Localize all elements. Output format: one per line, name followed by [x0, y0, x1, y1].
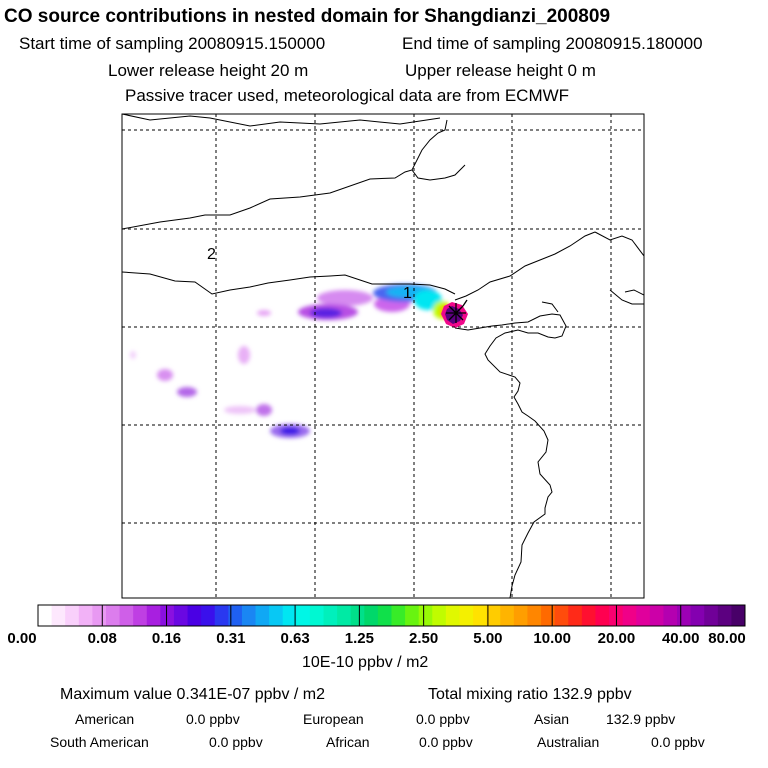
- colorbar-swatch: [105, 605, 121, 626]
- colorbar-tick-label: 10.00: [533, 630, 571, 647]
- colorbar-swatch: [717, 605, 732, 626]
- region-label-2: 2: [207, 246, 216, 263]
- colorbar-swatch: [581, 605, 596, 626]
- tracer-note: Passive tracer used, meteorological data…: [125, 86, 570, 105]
- colorbar-frame: [37, 604, 746, 627]
- colorbar-swatch: [187, 605, 202, 626]
- colorbar-swatch: [636, 605, 651, 626]
- colorbar-tick-label: 0.08: [87, 630, 117, 647]
- end-time-label: End time of sampling 20080915.180000: [402, 34, 703, 53]
- colorbar-swatch: [160, 605, 175, 626]
- colorbar-swatch: [445, 605, 460, 626]
- source-name: Asian: [534, 711, 570, 727]
- colorbar-swatch: [38, 605, 53, 626]
- colorbar-swatch: [527, 605, 542, 626]
- colorbar-swatch: [269, 605, 284, 626]
- colorbar-swatch: [92, 605, 107, 626]
- colorbar-tick-label: 80.00: [708, 630, 746, 647]
- colorbar-swatch: [282, 605, 297, 626]
- total-mixing-ratio: Total mixing ratio 132.9 ppbv: [428, 686, 632, 703]
- colorbar-swatch: [296, 605, 311, 626]
- colorbar-swatch: [568, 605, 583, 626]
- source-name: African: [326, 734, 370, 750]
- colorbar-swatch: [432, 605, 447, 626]
- colorbar-swatch: [337, 605, 352, 626]
- colorbar-swatch: [677, 605, 692, 626]
- source-name: South American: [50, 734, 149, 750]
- colorbar-swatch: [255, 605, 270, 626]
- colorbar-swatch: [649, 605, 664, 626]
- colorbar-swatch: [500, 605, 515, 626]
- colorbar-swatch: [418, 605, 433, 626]
- upper-release-height: Upper release height 0 m: [405, 61, 596, 80]
- source-value: 0.0 ppbv: [209, 734, 263, 750]
- region-label-1: 1: [403, 285, 412, 302]
- map-frame: [121, 113, 645, 599]
- source-value: 0.0 ppbv: [186, 711, 240, 727]
- colorbar-tick-label: 2.50: [409, 630, 439, 647]
- colorbar-tick-label: 0.31: [216, 630, 246, 647]
- colorbar-swatch: [595, 605, 610, 626]
- colorbar-swatch: [364, 605, 379, 626]
- source-name: European: [303, 711, 364, 727]
- source-name: American: [75, 711, 135, 727]
- coastline: [122, 114, 644, 598]
- colorbar-tick-label: 5.00: [473, 630, 503, 647]
- colorbar-swatch: [201, 605, 216, 626]
- colorbar-tick-label: 0.00: [7, 630, 37, 647]
- colorbar-swatch: [241, 605, 257, 626]
- colorbar-swatch: [214, 605, 229, 626]
- colorbar-swatch: [228, 605, 243, 626]
- colorbar-dividers: [101, 605, 682, 626]
- colorbar-swatch: [51, 605, 66, 626]
- colorbar-swatch: [554, 605, 569, 626]
- source-value: 0.0 ppbv: [416, 711, 470, 727]
- colorbar-swatch: [133, 605, 148, 626]
- colorbar-swatch: [173, 605, 189, 626]
- colorbar-tick-label: 1.25: [344, 630, 374, 647]
- station-asterisk-icon: [446, 299, 468, 323]
- colorbar-swatch: [309, 605, 325, 626]
- colorbar-swatch: [459, 605, 474, 626]
- maximum-value: Maximum value 0.341E-07 ppbv / m2: [60, 686, 326, 703]
- colorbar-swatch: [119, 605, 134, 626]
- colorbar-swatch: [323, 605, 338, 626]
- map-panel: [122, 114, 644, 598]
- colorbar-swatch: [704, 605, 719, 626]
- plot-title: CO source contributions in nested domain…: [4, 6, 611, 27]
- source-value: 0.0 ppbv: [419, 734, 473, 750]
- start-time-label: Start time of sampling 20080915.150000: [19, 34, 326, 53]
- colorbar-swatch: [663, 605, 678, 626]
- colorbar-swatch: [622, 605, 637, 626]
- colorbar-swatch: [377, 605, 392, 626]
- colorbar-swatch: [690, 605, 705, 626]
- colorbar-swatch: [486, 605, 501, 626]
- colorbar-swatch: [405, 605, 420, 626]
- colorbar-swatch: [513, 605, 528, 626]
- colorbar: [38, 605, 746, 626]
- source-value: 132.9 ppbv: [606, 711, 676, 727]
- source-name: Australian: [537, 734, 600, 750]
- colorbar-swatch: [473, 605, 488, 626]
- colorbar-swatch: [146, 605, 161, 626]
- colorbar-swatch: [391, 605, 406, 626]
- colorbar-units: 10E-10 ppbv / m2: [302, 654, 429, 671]
- colorbar-tick-label: 0.16: [151, 630, 182, 647]
- colorbar-tick-label: 40.00: [661, 630, 700, 647]
- lower-release-height: Lower release height 20 m: [108, 61, 309, 80]
- colorbar-swatch: [350, 605, 365, 626]
- colorbar-swatch: [78, 605, 93, 626]
- colorbar-tick-label: 0.63: [280, 630, 310, 647]
- colorbar-swatch: [65, 605, 80, 626]
- colorbar-swatch: [731, 605, 746, 626]
- colorbar-tick-label: 20.00: [597, 630, 636, 647]
- source-value: 0.0 ppbv: [651, 734, 705, 750]
- graticule: [122, 114, 644, 598]
- colorbar-swatch: [541, 605, 556, 626]
